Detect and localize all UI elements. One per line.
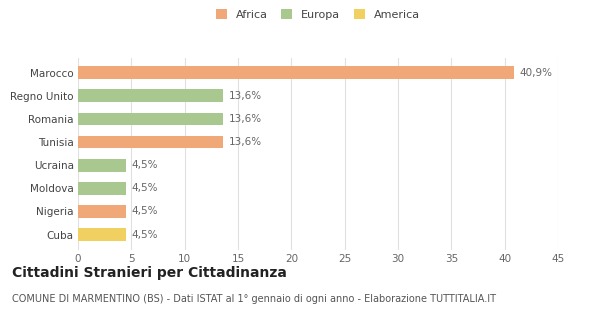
Bar <box>78 228 126 241</box>
Bar <box>78 205 126 218</box>
Text: 4,5%: 4,5% <box>131 229 158 239</box>
Bar <box>78 66 514 79</box>
Bar <box>78 136 223 148</box>
Text: 40,9%: 40,9% <box>520 68 553 78</box>
Bar <box>78 90 223 102</box>
Text: Cittadini Stranieri per Cittadinanza: Cittadini Stranieri per Cittadinanza <box>12 266 287 280</box>
Text: COMUNE DI MARMENTINO (BS) - Dati ISTAT al 1° gennaio di ogni anno - Elaborazione: COMUNE DI MARMENTINO (BS) - Dati ISTAT a… <box>12 294 496 304</box>
Text: 13,6%: 13,6% <box>229 91 262 101</box>
Text: 4,5%: 4,5% <box>131 206 158 216</box>
Bar <box>78 159 126 172</box>
Bar <box>78 113 223 125</box>
Text: 13,6%: 13,6% <box>229 114 262 124</box>
Bar <box>78 182 126 195</box>
Text: 4,5%: 4,5% <box>131 183 158 193</box>
Legend: Africa, Europa, America: Africa, Europa, America <box>214 7 422 22</box>
Text: 13,6%: 13,6% <box>229 137 262 147</box>
Text: 4,5%: 4,5% <box>131 160 158 170</box>
